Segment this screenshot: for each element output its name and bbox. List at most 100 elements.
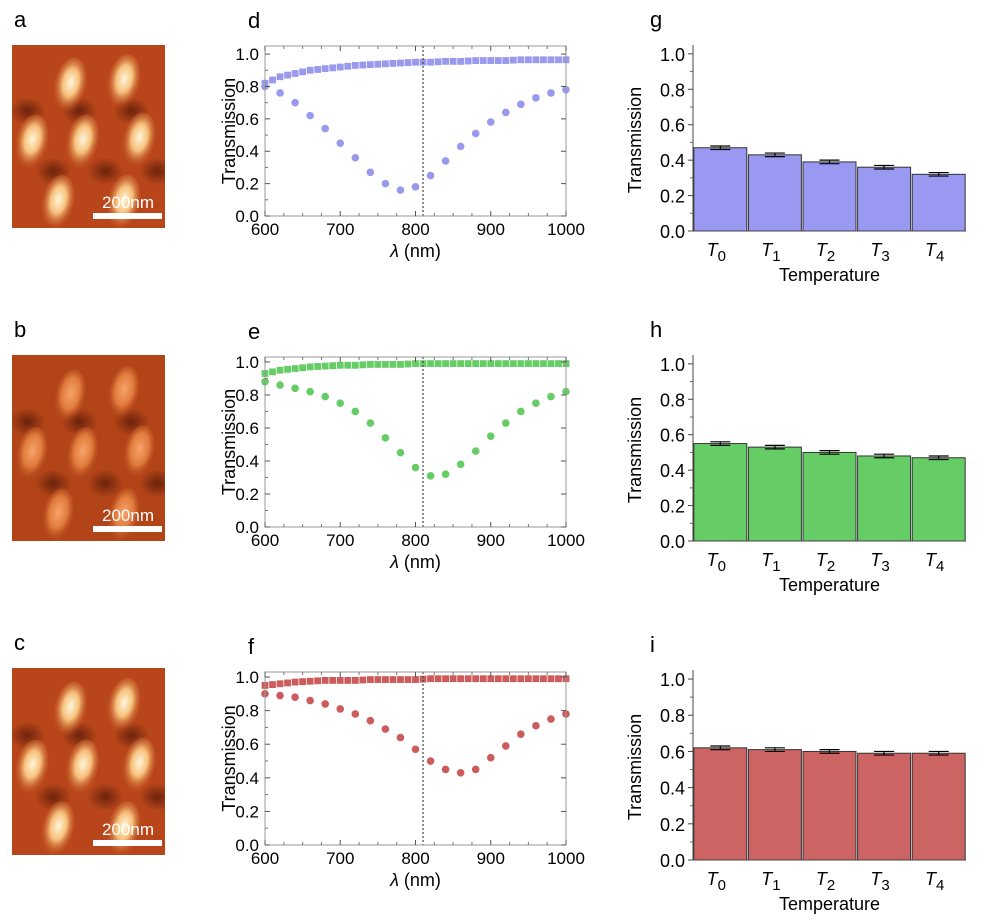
data-point-circle [306,696,314,705]
x-tick-label: 900 [477,531,505,550]
data-point-circle [276,381,284,389]
x-tick-label: 700 [326,531,354,550]
x-category-label: T1 [761,869,780,894]
x-category-label: T0 [707,550,726,575]
bar [911,173,966,232]
data-point-square [472,360,480,368]
x-category-label: T0 [707,869,726,894]
y-tick-label: 1.0 [660,355,685,375]
bar [911,457,966,542]
data-point-square [532,675,540,683]
scale-bar-label: 200nm [102,820,154,839]
data-point-circle [411,463,420,472]
data-point-square [344,676,352,684]
data-point-square [517,360,525,368]
category-subscript: 3 [881,248,889,265]
data-point-square [374,676,382,683]
category-symbol: T [707,240,720,260]
data-point-square [524,56,532,64]
x-tick-label: 700 [326,220,354,239]
data-point-square [449,360,457,368]
y-tick-label: 1.0 [660,670,685,690]
data-point-square [382,361,389,368]
y-tick-label: 0.4 [660,779,685,799]
data-point-square [269,681,276,688]
data-point-square [509,675,517,683]
y-tick-label: 0.2 [235,802,259,821]
bar [857,455,912,542]
data-point-circle [276,89,284,97]
data-point-square [479,675,487,683]
x-category-label: T4 [925,240,944,265]
data-point-square [389,676,397,683]
category-subscript: 0 [718,877,726,894]
panel-label-h: h [650,317,662,342]
panel-label-i: i [650,632,655,657]
bar [857,166,912,232]
category-symbol: T [761,240,774,260]
data-point-circle [336,399,345,408]
data-point-circle [471,765,480,774]
data-point-square [412,58,419,66]
data-point-circle [456,768,465,777]
data-point-square [344,62,352,70]
afm-nanostructure [106,54,141,110]
data-point-circle [381,179,390,188]
data-point-square [494,57,502,64]
data-point-square [427,360,434,368]
y-tick-label: 0.6 [660,742,685,762]
data-point-square [276,366,284,374]
y-tick-label: 0.4 [235,452,259,471]
bar [802,451,857,542]
data-point-square [517,675,525,683]
data-point-square [306,363,314,371]
data-point-square [329,676,337,684]
afm-depression [87,783,124,812]
category-subscript: 0 [718,558,726,575]
data-point-square [524,675,532,683]
y-tick-label: 0.8 [235,77,259,96]
bar [747,154,802,232]
panel-label-c: c [14,630,25,655]
data-point-square [397,59,404,67]
data-point-circle [426,472,435,480]
data-point-circle [366,168,375,177]
data-point-square [472,57,480,64]
data-point-circle [486,432,495,441]
data-point-square [351,361,359,369]
data-point-circle [396,186,405,194]
data-point-square [449,675,457,683]
data-point-square [284,71,291,79]
category-symbol: T [761,869,774,889]
data-point-square [336,361,344,369]
x-axis-label: λ (nm) [389,870,441,890]
afm-surface [12,355,165,541]
category-subscript: 3 [881,558,889,575]
data-point-square [427,675,434,683]
panel-label-d: d [248,8,260,33]
scale-bar [93,526,162,532]
x-category-label: T3 [870,550,889,575]
bar [802,161,857,232]
y-tick-label: 0.2 [660,815,685,835]
x-tick-label: 700 [326,849,354,868]
afm-surface [12,668,165,855]
y-tick-label: 0.6 [235,419,259,438]
x-axis-symbol: λ [389,870,399,890]
data-point-square [472,675,480,683]
data-point-square [479,57,487,64]
data-point-circle [532,399,540,408]
category-symbol: T [816,240,829,260]
data-point-square [547,360,555,368]
y-tick-label: 0.8 [660,390,685,410]
afm-image-a: a 200nm [12,7,165,228]
afm-nanostructure [122,112,156,168]
panel-label-a: a [14,7,27,32]
data-point-circle [306,111,314,120]
data-point-square [366,61,374,69]
data-point-square [412,676,419,683]
data-point-square [404,676,412,683]
y-tick-label: 0.2 [660,187,685,207]
bar-chart-h: hT0 T1 T2 T3 T40.00.20.40.60.81.0Temperature… [625,317,966,595]
spectrum-chart-e: e 600 700 800 900 1000 0.0 0.2 0.4 0.6 0.8 1.0 λ (nm… [219,319,585,572]
